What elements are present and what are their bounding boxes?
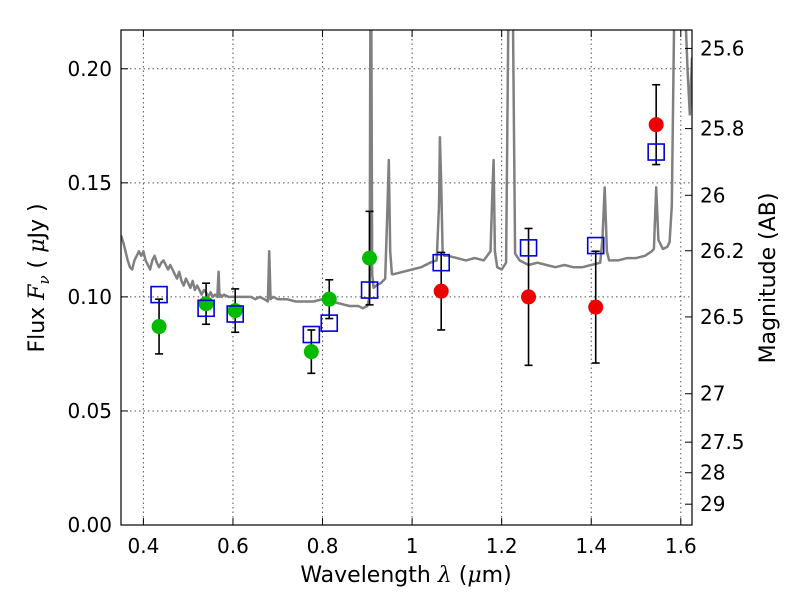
model-square-marker — [197, 299, 215, 318]
y-tick-label: 0.00 — [67, 513, 112, 537]
red-data-point — [648, 117, 664, 133]
green-data-point — [151, 319, 167, 335]
model-square-marker — [647, 143, 665, 161]
x-tick-label: 1.4 — [575, 534, 607, 558]
y2-tick-label: 27 — [700, 382, 725, 406]
red-data-point — [588, 299, 604, 315]
model-square-marker — [320, 314, 339, 332]
green-data-point — [303, 344, 319, 360]
green-data-point — [321, 291, 337, 307]
model-square-marker — [226, 305, 244, 323]
model-square-marker — [432, 253, 451, 272]
red-data-point — [433, 283, 449, 299]
marker-layer — [150, 117, 665, 360]
model-square-marker — [150, 285, 168, 304]
model-square-marker — [302, 325, 321, 344]
y2-tick-label: 28 — [700, 461, 725, 485]
y2-tick-label: 29 — [700, 492, 725, 516]
green-data-point — [362, 250, 378, 266]
spectrum-line — [121, 30, 692, 310]
red-data-point — [521, 289, 537, 305]
y-tick-label: 0.20 — [67, 57, 112, 81]
tick-layer: 0.4 0.6 0.8 1 1.2 1.4 1.6 0.00 0.05 0.10 0.15 0.20 2… — [67, 30, 745, 558]
y2-axis-label: Magnitude (AB) — [756, 193, 781, 364]
plot-frame — [120, 29, 693, 526]
x-tick-label: 0.8 — [307, 534, 339, 558]
x-tick-label: 1.6 — [665, 534, 697, 558]
green-data-point — [227, 303, 243, 319]
y2-tick-label: 25.6 — [700, 36, 745, 60]
spectrum-layer — [121, 30, 692, 310]
x-axis-label: Wavelength λ (μm) — [300, 563, 511, 588]
y2-tick-label: 26.5 — [700, 305, 745, 329]
y2-tick-label: 26 — [700, 183, 725, 207]
x-tick-label: 0.6 — [217, 534, 249, 558]
y-axis-label: Flux Fν ( μJy ) — [25, 203, 53, 352]
y-tick-label: 0.10 — [67, 285, 112, 309]
model-square-marker — [586, 236, 605, 255]
y2-tick-label: 25.8 — [700, 117, 745, 141]
x-tick-label: 0.4 — [127, 534, 159, 558]
x-tick-label: 1.2 — [486, 534, 518, 558]
y2-tick-label: 26.2 — [700, 239, 745, 263]
y-tick-label: 0.15 — [67, 171, 112, 195]
y2-tick-label: 27.5 — [700, 430, 745, 454]
x-tick-label: 1 — [406, 534, 419, 558]
y-tick-label: 0.05 — [67, 399, 112, 423]
model-square-marker — [519, 239, 538, 257]
model-square-marker — [360, 281, 379, 299]
green-data-point — [198, 296, 214, 312]
